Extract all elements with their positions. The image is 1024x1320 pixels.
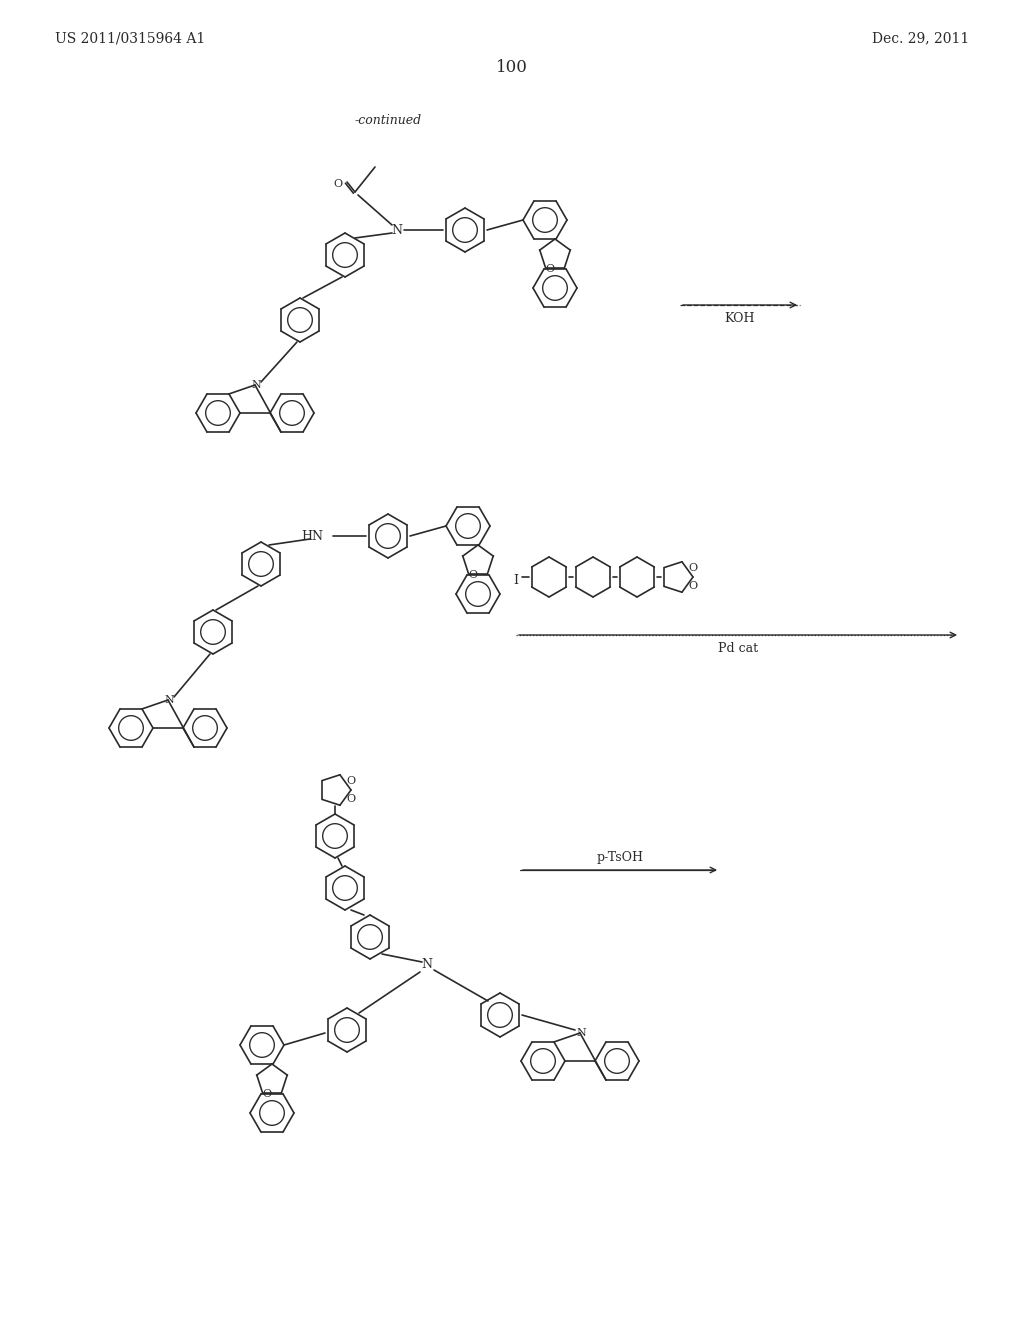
Text: N: N [391, 223, 402, 236]
Text: O: O [688, 581, 697, 591]
Text: US 2011/0315964 A1: US 2011/0315964 A1 [55, 30, 205, 45]
Text: O: O [346, 776, 355, 787]
Text: O: O [468, 570, 477, 579]
Text: -continued: -continued [355, 114, 422, 127]
Text: O: O [262, 1089, 271, 1098]
Text: 100: 100 [496, 59, 528, 77]
Text: O: O [333, 180, 342, 189]
Text: N: N [421, 958, 432, 972]
Text: O: O [346, 793, 355, 804]
Text: N: N [164, 696, 174, 705]
Text: HN: HN [301, 529, 323, 543]
Text: N: N [251, 380, 261, 389]
Text: Pd cat: Pd cat [718, 643, 758, 656]
Text: I: I [513, 573, 518, 586]
Text: O: O [688, 564, 697, 573]
Text: KOH: KOH [725, 313, 756, 326]
Text: Dec. 29, 2011: Dec. 29, 2011 [871, 30, 969, 45]
Text: N: N [575, 1028, 586, 1038]
Text: O: O [546, 264, 555, 273]
Text: p-TsOH: p-TsOH [597, 851, 643, 865]
